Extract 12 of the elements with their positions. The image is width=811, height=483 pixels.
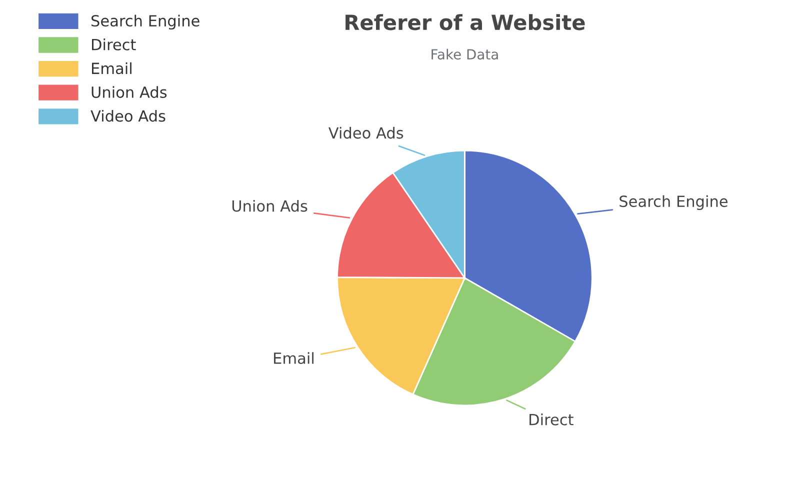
legend-label: Union Ads (92, 86, 167, 98)
chart-title: Referer of a Website (346, 14, 585, 30)
slice-label: Email (274, 352, 314, 364)
legend-label: Direct (92, 38, 136, 50)
slice-label: Union Ads (232, 200, 308, 212)
legend-label: Search Engine (92, 14, 200, 30)
slice-label: Video Ads (328, 126, 404, 139)
legend-label: Video Ads (90, 110, 166, 122)
text: Fake Data (432, 48, 498, 60)
legend-label: Email (92, 62, 132, 74)
slice-label: Direct (530, 414, 574, 426)
slice-label: Search Engine (620, 195, 728, 210)
